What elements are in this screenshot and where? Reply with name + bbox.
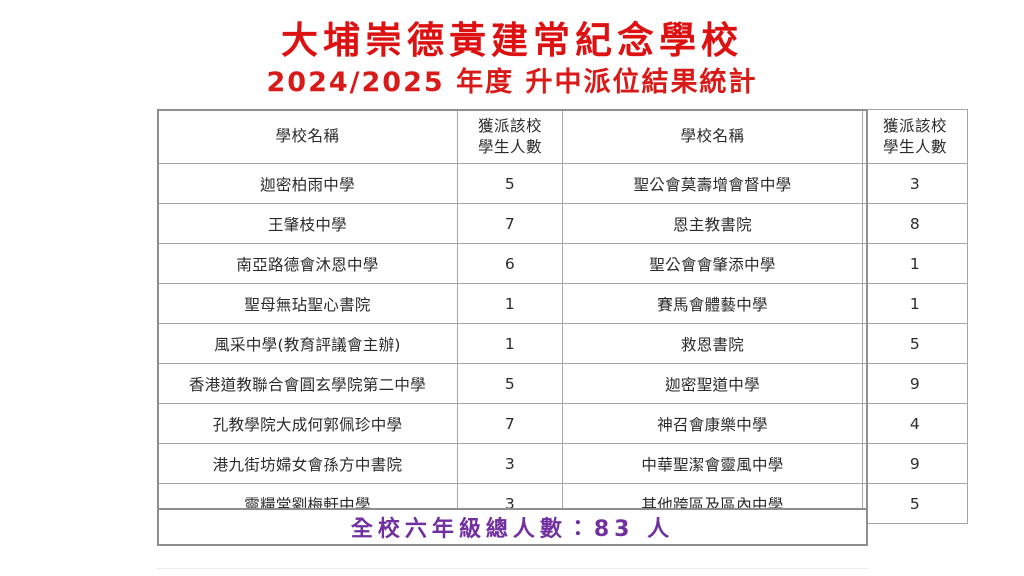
bottom-divider xyxy=(157,568,868,569)
table-row: 聖母無玷聖心書院 1 賽馬會體藝中學 1 xyxy=(157,283,968,324)
cell-count-right: 9 xyxy=(862,363,968,404)
cell-count-left: 5 xyxy=(457,163,563,204)
table-row: 迦密柏雨中學 5 聖公會莫壽增會督中學 3 xyxy=(157,163,968,204)
cell-count-right: 1 xyxy=(862,243,968,284)
cell-count-right: 5 xyxy=(862,483,968,524)
cell-school-left: 港九街坊婦女會孫方中書院 xyxy=(157,443,458,484)
cell-school-right: 中華聖潔會靈風中學 xyxy=(562,443,863,484)
cell-count-left: 1 xyxy=(457,323,563,364)
column-header-count-left-line1: 獲派該校 xyxy=(477,116,542,135)
cell-school-right: 聖公會會肇添中學 xyxy=(562,243,863,284)
cell-count-left: 6 xyxy=(457,243,563,284)
column-header-school-right: 學校名稱 xyxy=(562,109,863,164)
cell-count-left: 5 xyxy=(457,363,563,404)
cell-count-right: 9 xyxy=(862,443,968,484)
table-body: 迦密柏雨中學 5 聖公會莫壽增會督中學 3 王肇枝中學 7 恩主教書院 8 南亞… xyxy=(157,163,968,524)
cell-count-left: 7 xyxy=(457,403,563,444)
column-header-count-right-line1: 獲派該校 xyxy=(882,116,947,135)
cell-school-right: 賽馬會體藝中學 xyxy=(562,283,863,324)
cell-school-right: 聖公會莫壽增會督中學 xyxy=(562,163,863,204)
cell-school-left: 聖母無玷聖心書院 xyxy=(157,283,458,324)
column-header-count-left: 獲派該校 學生人數 xyxy=(457,109,563,164)
table-row: 南亞路德會沐恩中學 6 聖公會會肇添中學 1 xyxy=(157,243,968,284)
cell-school-right: 神召會康樂中學 xyxy=(562,403,863,444)
column-header-count-right-line2: 學生人數 xyxy=(882,137,947,156)
total-students-text: 全校六年級總人數：83 人 xyxy=(350,517,675,542)
cell-count-right: 8 xyxy=(862,203,968,244)
table-row: 香港道教聯合會圓玄學院第二中學 5 迦密聖道中學 9 xyxy=(157,363,968,404)
cell-count-right: 4 xyxy=(862,403,968,444)
cell-school-left: 南亞路德會沐恩中學 xyxy=(157,243,458,284)
cell-count-right: 5 xyxy=(862,323,968,364)
table-row: 王肇枝中學 7 恩主教書院 8 xyxy=(157,203,968,244)
table-row: 孔教學院大成何郭佩珍中學 7 神召會康樂中學 4 xyxy=(157,403,968,444)
cell-school-right: 救恩書院 xyxy=(562,323,863,364)
column-header-school-left: 學校名稱 xyxy=(157,109,458,164)
title-block: 大埔崇德黃建常紀念學校 2024/2025 年度 升中派位結果統計 xyxy=(0,20,1024,100)
table-row: 風采中學(教育評議會主辦) 1 救恩書院 5 xyxy=(157,323,968,364)
cell-count-left: 1 xyxy=(457,283,563,324)
cell-school-right: 迦密聖道中學 xyxy=(562,363,863,404)
cell-school-left: 香港道教聯合會圓玄學院第二中學 xyxy=(157,363,458,404)
table-row: 港九街坊婦女會孫方中書院 3 中華聖潔會靈風中學 9 xyxy=(157,443,968,484)
cell-count-right: 1 xyxy=(862,283,968,324)
total-row: 全校六年級總人數：83 人 xyxy=(157,508,868,546)
cell-school-left: 風采中學(教育評議會主辦) xyxy=(157,323,458,364)
stats-table-container: 學校名稱 獲派該校 學生人數 學校名稱 獲派該校 學生人數 迦密柏雨中學 5 xyxy=(157,109,968,524)
cell-count-left: 7 xyxy=(457,203,563,244)
cell-count-right: 3 xyxy=(862,163,968,204)
page-subtitle: 2024/2025 年度 升中派位結果統計 xyxy=(266,67,758,99)
table-header-row: 學校名稱 獲派該校 學生人數 學校名稱 獲派該校 學生人數 xyxy=(157,109,968,164)
cell-count-left: 3 xyxy=(457,443,563,484)
cell-school-right: 恩主教書院 xyxy=(562,203,863,244)
cell-school-left: 迦密柏雨中學 xyxy=(157,163,458,204)
cell-school-left: 孔教學院大成何郭佩珍中學 xyxy=(157,403,458,444)
cell-school-left: 王肇枝中學 xyxy=(157,203,458,244)
page-title: 大埔崇德黃建常紀念學校 xyxy=(281,19,743,62)
allocation-results-table: 學校名稱 獲派該校 學生人數 學校名稱 獲派該校 學生人數 迦密柏雨中學 5 xyxy=(157,109,968,524)
column-header-count-right: 獲派該校 學生人數 xyxy=(862,109,968,164)
column-header-count-left-line2: 學生人數 xyxy=(477,137,542,156)
